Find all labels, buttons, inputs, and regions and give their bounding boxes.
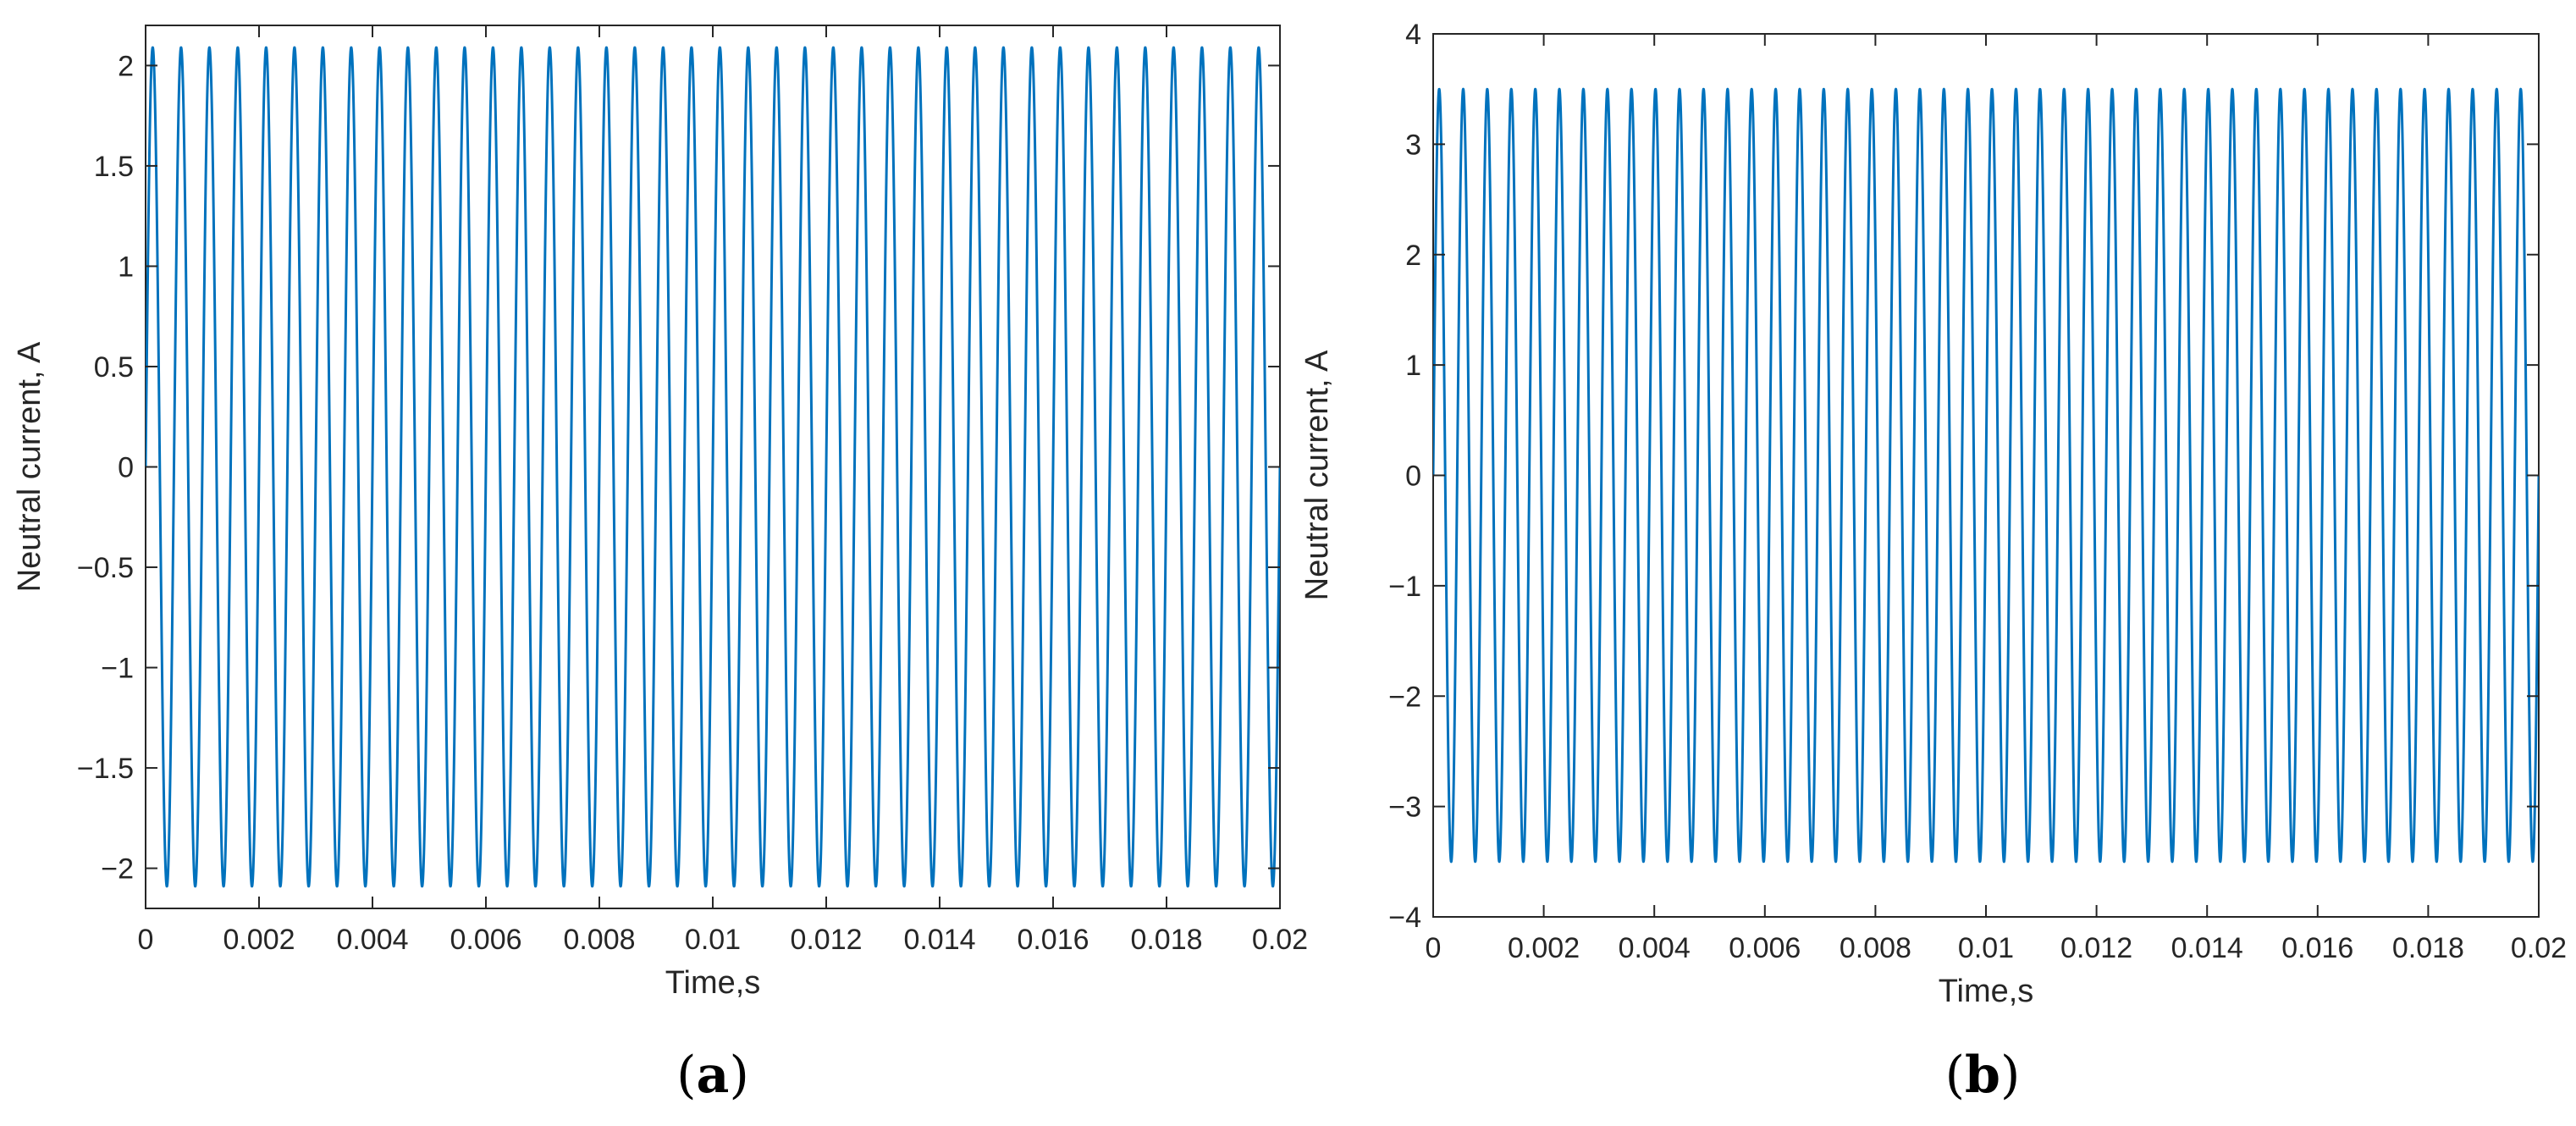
y-tick-label: 3 xyxy=(1405,129,1421,161)
x-tick-label: 0.006 xyxy=(450,924,521,956)
x-tick-label: 0.014 xyxy=(2171,932,2243,964)
panel-label: (b) xyxy=(1945,1046,2021,1105)
x-tick-label: 0.018 xyxy=(2392,932,2464,964)
x-tick-label: 0.01 xyxy=(685,924,741,956)
series-line-0 xyxy=(146,46,1280,888)
x-tick-label: 0.02 xyxy=(2511,932,2567,964)
x-tick-label: 0.016 xyxy=(2281,932,2353,964)
chart-panel-b: 0 0.002 0.004 0.006 0.008 0.01 0.012 0.014 0.016… xyxy=(1299,19,2567,1105)
y-tick-label: −0.5 xyxy=(77,552,134,584)
y-tick-label: −1 xyxy=(101,653,134,685)
x-tick-label: 0.018 xyxy=(1130,924,1202,956)
x-tick-label: 0.006 xyxy=(1729,932,1801,964)
y-tick-label: −2 xyxy=(1388,681,1421,713)
x-tick-label: 0.01 xyxy=(1958,932,2014,964)
panel-label: (a) xyxy=(676,1046,749,1105)
x-tick-label: 0.012 xyxy=(2060,932,2132,964)
y-tick-label: 2 xyxy=(1405,240,1421,272)
y-tick-label: 0 xyxy=(1405,461,1421,493)
series-line-0 xyxy=(1433,87,2539,864)
y-tick-label: 1 xyxy=(118,251,134,283)
x-tick-label: 0.008 xyxy=(563,924,635,956)
y-tick-label: 0 xyxy=(118,452,134,484)
x-axis-label: Time,s xyxy=(1939,974,2034,1009)
x-tick-label: 0.008 xyxy=(1840,932,1911,964)
y-tick-label: 1.5 xyxy=(94,151,134,183)
y-tick-label: −4 xyxy=(1388,902,1421,934)
x-tick-label: 0.002 xyxy=(1508,932,1580,964)
y-tick-label: 0.5 xyxy=(94,351,134,384)
y-axis-label: Neutral current, A xyxy=(1299,350,1335,600)
x-tick-label: 0.02 xyxy=(1252,924,1308,956)
x-axis-label: Time,s xyxy=(665,965,761,1001)
y-tick-label: −3 xyxy=(1388,792,1421,824)
y-tick-label: −2 xyxy=(101,853,134,886)
y-tick-label: −1 xyxy=(1388,571,1421,603)
x-tick-label: 0.004 xyxy=(336,924,408,956)
y-tick-label: −1.5 xyxy=(77,753,134,785)
y-tick-label: 1 xyxy=(1405,350,1421,382)
x-tick-label: 0 xyxy=(138,924,154,956)
chart-panel-a: 0 0.002 0.004 0.006 0.008 0.01 0.012 0.014 0.016… xyxy=(12,25,1308,1105)
x-tick-label: 0.004 xyxy=(1619,932,1691,964)
y-tick-label: 4 xyxy=(1405,19,1421,51)
x-tick-label: 0.016 xyxy=(1017,924,1089,956)
x-tick-label: 0.002 xyxy=(223,924,295,956)
y-tick-label: 2 xyxy=(118,50,134,82)
x-tick-label: 0 xyxy=(1426,932,1442,964)
x-tick-label: 0.014 xyxy=(903,924,975,956)
x-tick-label: 0.012 xyxy=(790,924,862,956)
y-axis-label: Neutral current, A xyxy=(12,341,47,592)
